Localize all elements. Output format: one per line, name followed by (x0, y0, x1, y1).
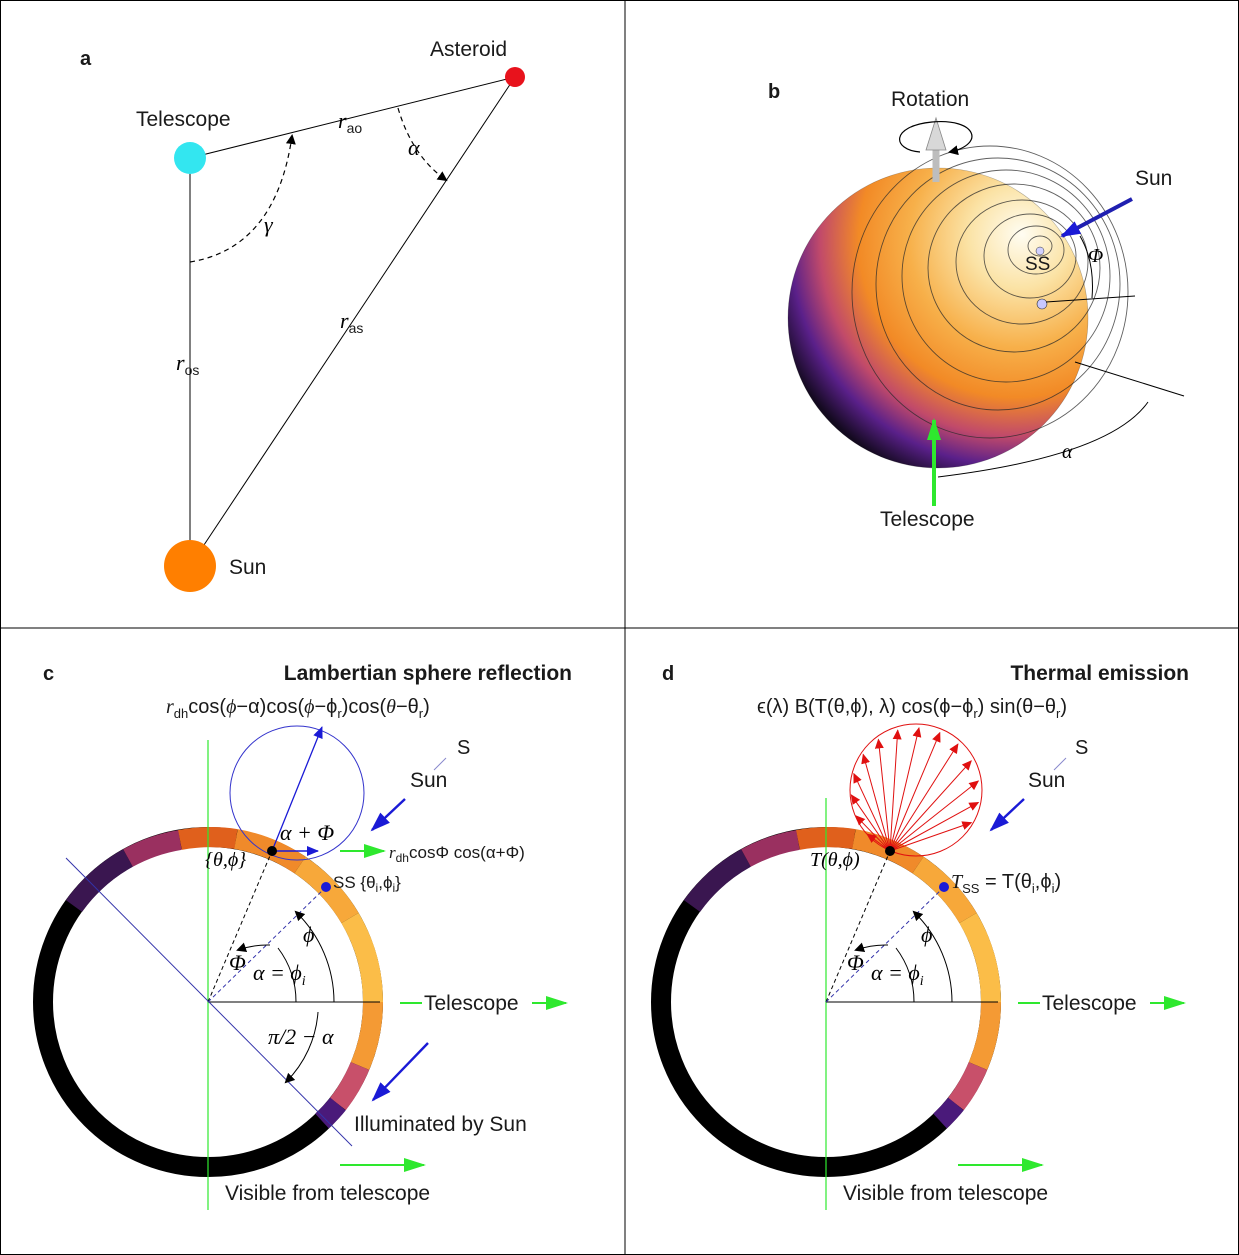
telescope-label-d: Telescope (1042, 992, 1137, 1015)
terminator-line (65, 857, 353, 1147)
sun-label-c: Sun (410, 769, 447, 792)
surface-point-d (885, 846, 895, 856)
alpha-arc-b (937, 401, 1149, 478)
phi-arc (1079, 235, 1093, 299)
observed-point (1036, 298, 1048, 310)
ring-lit (65, 827, 383, 1129)
phi-label-c: ϕ (303, 922, 314, 947)
subsolar-point (1035, 246, 1045, 256)
pi-half-label: π/2 − α (268, 1024, 334, 1049)
sun-label-d: Sun (1028, 769, 1065, 792)
panel-b: b Rotation Sun SS Φ α (768, 81, 1185, 531)
emission-lobe (849, 723, 983, 857)
line-telescope-asteroid (189, 76, 516, 159)
sun-ray-icon (1060, 197, 1133, 238)
line-sun-asteroid (189, 76, 516, 567)
subsolar-point-d (939, 882, 949, 892)
emission-ray (861, 753, 891, 852)
telescope-label-b: Telescope (880, 508, 975, 531)
asteroid-sphere (788, 168, 1088, 468)
r-as-label: ras (340, 308, 363, 336)
ss-label-c: SS {θi,ϕi} (333, 873, 401, 895)
surface-point (267, 846, 277, 856)
sun-arrow-c (370, 798, 406, 832)
s-label-c: S (457, 737, 470, 759)
panel-d-formula: ϵ(λ) B(T(θ,ϕ), λ) cos(ϕ−ϕr) sin(θ−θr) (757, 696, 1067, 721)
isotherm-contours (851, 145, 1129, 439)
Phi-label-c: Φ (229, 950, 246, 975)
r-ao-label: rao (338, 108, 362, 136)
phi-label-d: ϕ (921, 922, 932, 947)
gamma-label: γ (264, 212, 274, 237)
emission-ray (850, 794, 891, 852)
alpha-eq-label-d: α = ϕi (871, 960, 924, 989)
panel-a-letter: a (80, 48, 92, 70)
telescope-label: Telescope (136, 108, 231, 131)
emission-ray (874, 738, 891, 852)
tss-label: TSS = T(θi,ϕi) (951, 871, 1061, 896)
t-theta-phi-label: T(θ,ϕ) (810, 849, 860, 871)
panel-c: c Lambertian sphere reflection rdhcos(ϕ−… (33, 662, 572, 1210)
panel-d-letter: d (662, 663, 674, 685)
alpha-arc (397, 107, 448, 182)
subsolar-point-c (321, 882, 331, 892)
asteroid-dot (505, 67, 525, 87)
Phi-label-d: Φ (847, 950, 864, 975)
rotation-loop-icon (899, 121, 973, 156)
rotation-axis-head (925, 116, 947, 151)
r-os-label: ros (176, 350, 199, 378)
lambert-lobe (229, 725, 365, 861)
emission-ray (889, 760, 972, 852)
emission-ray (889, 801, 980, 852)
panel-c-letter: c (43, 663, 54, 685)
emission-ray (889, 780, 980, 852)
emission-ray (889, 726, 922, 852)
emission-ray (889, 731, 941, 852)
sun-label: Sun (229, 556, 266, 579)
reflection-vector (271, 726, 323, 852)
emission-ray (853, 772, 891, 852)
phi-label-b: Φ (1088, 245, 1103, 267)
alpha-label-b: α (1062, 441, 1073, 463)
panel-c-title: Lambertian sphere reflection (284, 662, 572, 685)
asteroid-label: Asteroid (430, 38, 507, 61)
theta-phi-label: {θ,ϕ} (205, 849, 246, 871)
emission-rays (850, 726, 980, 852)
panel-d-title: Thermal emission (1010, 662, 1189, 685)
panel-a: a Asteroid Telescope Sun rao ras ros α γ (80, 38, 525, 592)
rotation-label: Rotation (891, 88, 969, 111)
panel-b-letter: b (768, 81, 780, 103)
illuminated-label: Illuminated by Sun (354, 1113, 527, 1136)
gamma-arc (189, 134, 296, 263)
visible-label-d: Visible from telescope (843, 1182, 1048, 1205)
emission-ray (889, 743, 959, 852)
telescope-dot (174, 142, 206, 174)
alpha-plus-phi-label: α + Φ (280, 820, 334, 845)
output-formula-label: rdhcosΦ cos(α+Φ) (389, 843, 525, 865)
sun-dot (164, 540, 216, 592)
alpha-label: α (408, 135, 420, 160)
emission-ray (855, 815, 891, 852)
emission-ray (889, 821, 973, 852)
telescope-label-c: Telescope (424, 992, 519, 1015)
s-label-d: S (1075, 737, 1088, 759)
sun-arrow-d (989, 798, 1025, 832)
panel-c-formula: rdhcos(ϕ−α)cos(ϕ−ϕr)cos(θ−θr) (166, 696, 430, 721)
ss-label: SS (1025, 254, 1050, 275)
illum-arrow-c (371, 1042, 429, 1102)
panel-d: d Thermal emission ϵ(λ) B(T(θ,ϕ), λ) cos… (651, 662, 1189, 1210)
ring-lit-d (683, 827, 1001, 1129)
sun-label-b: Sun (1135, 167, 1172, 190)
visible-label-c: Visible from telescope (225, 1182, 430, 1205)
alpha-eq-label-c: α = ϕi (253, 960, 306, 989)
emission-ray (889, 729, 902, 852)
